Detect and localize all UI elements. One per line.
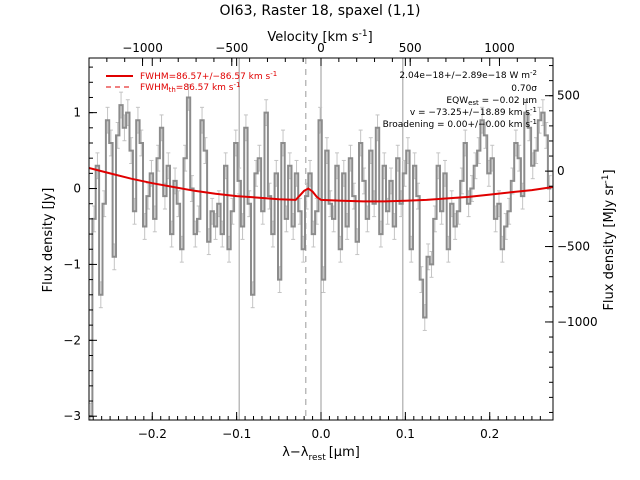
x-axis-label-sub: rest bbox=[308, 453, 326, 463]
legend-entry-fwhm-text: FWHM=86.57+/−86.57 km s bbox=[140, 72, 270, 82]
x-axis-label-main: λ−λ bbox=[282, 445, 309, 460]
x-axis-label-unit: [μm] bbox=[329, 445, 360, 460]
y2-tick-label: 500 bbox=[557, 89, 580, 103]
annotation-broadening: Broadening = 0.00+/−0.00 km s-1 bbox=[383, 118, 537, 130]
flux-step-line bbox=[89, 96, 552, 418]
legend-entry-fwhm-th-sup: -1 bbox=[234, 81, 241, 89]
y2-tick-label: −1000 bbox=[557, 315, 598, 329]
y2-axis-label-sup: -1 bbox=[601, 175, 611, 184]
annotation-eqw: EQWest = −0.02 μm bbox=[446, 96, 537, 107]
x-tick-label: 0.0 bbox=[311, 427, 330, 441]
x2-axis-label-end: ] bbox=[368, 30, 373, 45]
y-tick-label: 0 bbox=[73, 182, 81, 196]
x2-tick-label: −500 bbox=[215, 41, 248, 55]
y-tick-label: −2 bbox=[63, 333, 81, 347]
x2-axis-label: Velocity [km s-1] bbox=[267, 29, 372, 45]
x-tick-label: 0.2 bbox=[480, 427, 499, 441]
legend-entry-fwhm-th-text2: =86.57 km s bbox=[176, 83, 234, 93]
y2-axis-label-end: ] bbox=[602, 169, 617, 174]
x2-tick-label: 1000 bbox=[484, 41, 515, 55]
annotation-broadening-text: Broadening = 0.00+/−0.00 km s bbox=[383, 120, 531, 130]
x-tick-label: −0.2 bbox=[138, 427, 167, 441]
y-tick-label: −1 bbox=[63, 257, 81, 271]
y2-axis-label: Flux density [MJy sr-1] bbox=[601, 169, 617, 310]
y-axis-label: Flux density [Jy] bbox=[41, 188, 56, 293]
x2-axis-label-sup: -1 bbox=[359, 29, 368, 39]
legend-entry-fwhm: FWHM=86.57+/−86.57 km s-1 bbox=[140, 70, 277, 82]
annotation-broadening-sup: -1 bbox=[530, 118, 537, 126]
annotation-velocity-sup: -1 bbox=[530, 106, 537, 114]
y2-tick-label: 0 bbox=[557, 164, 565, 178]
y-tick-label: −3 bbox=[63, 409, 81, 423]
y2-tick-label: −500 bbox=[557, 240, 590, 254]
annotation-eqw-text: EQW bbox=[446, 96, 468, 106]
annotation-velocity: v = −73.25+/−18.89 km s-1 bbox=[410, 106, 537, 118]
legend-entry-fwhm-th-sub: th bbox=[169, 86, 176, 94]
legend-entry-fwhm-th: FWHMth=86.57 km s-1 bbox=[140, 81, 240, 94]
fit-model-series bbox=[89, 167, 553, 203]
chart-title: OI63, Raster 18, spaxel (1,1) bbox=[220, 3, 421, 19]
x2-tick-label: 500 bbox=[399, 41, 422, 55]
annotation-line-flux-text: 2.04e−18+/−2.89e−18 W m bbox=[399, 71, 530, 81]
x-tick-label: −0.1 bbox=[222, 427, 251, 441]
axis-ticks: −0.2 −0.1 0.0 0.1 0.2 −3 −2 −1 0 1 −1000 −500 0 500 10… bbox=[63, 41, 597, 441]
annotation-eqw-text2: = −0.02 μm bbox=[479, 96, 537, 106]
x2-axis-label-main: Velocity [km s bbox=[267, 30, 359, 45]
annotation-line-flux-sup: -2 bbox=[530, 69, 537, 77]
annotation-sigma: 0.70σ bbox=[511, 84, 537, 94]
legend-entry-fwhm-sup: -1 bbox=[270, 70, 277, 78]
y2-axis-label-main: Flux density [MJy sr bbox=[602, 183, 617, 311]
annotation-line-flux: 2.04e−18+/−2.89e−18 W m-2 bbox=[399, 69, 537, 81]
x2-tick-label: −1000 bbox=[122, 41, 163, 55]
x2-tick-label: 0 bbox=[317, 41, 325, 55]
annotation-velocity-text: v = −73.25+/−18.89 km s bbox=[410, 108, 530, 118]
legend-entry-fwhm-th-text: FWHM bbox=[140, 83, 169, 93]
fit-model-line bbox=[89, 167, 553, 203]
x-axis-label: λ−λrest [μm] bbox=[282, 445, 360, 463]
y-tick-label: 1 bbox=[73, 106, 81, 120]
x-tick-label: 0.1 bbox=[396, 427, 415, 441]
annotation-eqw-sub: est bbox=[468, 99, 479, 107]
flux-step-series bbox=[89, 84, 552, 420]
fit-annotations: 2.04e−18+/−2.89e−18 W m-2 0.70σ EQWest =… bbox=[383, 69, 538, 130]
legend: FWHM=86.57+/−86.57 km s-1 FWHMth=86.57 k… bbox=[106, 70, 277, 94]
